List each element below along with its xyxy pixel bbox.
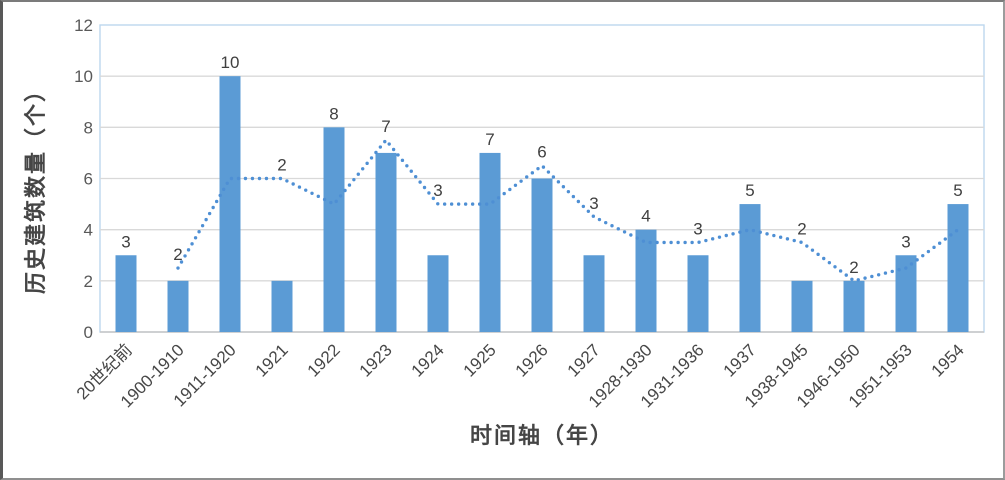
bar bbox=[531, 178, 553, 332]
bar-value-label: 3 bbox=[693, 219, 702, 238]
x-tick-label: 1954 bbox=[928, 340, 968, 380]
bar bbox=[323, 127, 345, 332]
x-tick-label: 1924 bbox=[408, 340, 448, 380]
y-tick-label: 10 bbox=[74, 67, 93, 86]
y-axis-title: 历史建筑数量（个） bbox=[23, 77, 48, 295]
bar-value-label: 8 bbox=[329, 104, 338, 123]
bar-value-label: 6 bbox=[537, 143, 546, 162]
y-tick-label: 12 bbox=[74, 16, 93, 35]
x-tick-label: 1925 bbox=[460, 340, 500, 380]
y-tick-label: 8 bbox=[84, 118, 93, 137]
x-tick-label: 1926 bbox=[512, 340, 552, 380]
bar-value-label: 7 bbox=[485, 130, 494, 149]
bar bbox=[895, 255, 917, 332]
bar-value-label: 2 bbox=[173, 245, 182, 264]
bar bbox=[739, 204, 761, 332]
y-tick-label: 0 bbox=[84, 323, 93, 342]
y-tick-label: 4 bbox=[84, 221, 93, 240]
bar bbox=[791, 280, 813, 332]
bar-value-label: 10 bbox=[221, 53, 240, 72]
bar bbox=[583, 255, 605, 332]
bar-value-label: 3 bbox=[589, 194, 598, 213]
bar bbox=[271, 280, 293, 332]
x-tick-label: 1923 bbox=[356, 340, 396, 380]
bar bbox=[947, 204, 969, 332]
y-tick-label: 2 bbox=[84, 272, 93, 291]
bar bbox=[167, 280, 189, 332]
bar-value-label: 5 bbox=[745, 181, 754, 200]
bar bbox=[479, 152, 501, 332]
bar-value-label: 3 bbox=[121, 232, 130, 251]
plot-area: 02468101232102873763435223520世纪前1900-191… bbox=[73, 16, 985, 411]
y-tick-label: 6 bbox=[84, 170, 93, 189]
bar-value-label: 2 bbox=[849, 258, 858, 277]
bar bbox=[375, 152, 397, 332]
bar bbox=[843, 280, 865, 332]
bar-value-label: 4 bbox=[641, 207, 650, 226]
moving-average-trendline bbox=[176, 138, 960, 283]
bar-value-label: 3 bbox=[901, 232, 910, 251]
x-tick-label: 1927 bbox=[564, 340, 604, 380]
bar-value-label: 5 bbox=[953, 181, 962, 200]
bar-value-label: 2 bbox=[277, 156, 286, 175]
x-tick-label: 1922 bbox=[304, 340, 344, 380]
bar bbox=[635, 229, 657, 332]
x-axis-title: 时间轴（年） bbox=[469, 423, 614, 448]
bar bbox=[427, 255, 449, 332]
bar-value-label: 3 bbox=[433, 181, 442, 200]
bar bbox=[687, 255, 709, 332]
x-tick-label: 1921 bbox=[252, 340, 292, 380]
bar-value-label: 2 bbox=[797, 219, 806, 238]
bar-value-label: 7 bbox=[381, 117, 390, 136]
bar bbox=[115, 255, 137, 332]
bar bbox=[219, 76, 241, 333]
x-tick-label: 1937 bbox=[720, 340, 760, 380]
